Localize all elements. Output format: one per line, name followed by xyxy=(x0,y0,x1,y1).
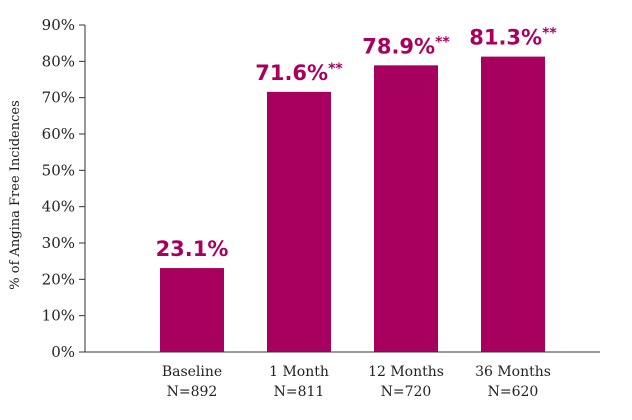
y-tick-label: 10% xyxy=(42,307,75,325)
y-tick-label: 80% xyxy=(42,52,75,70)
data-label: 71.6%** xyxy=(255,61,343,85)
x-tick-sublabel: N=811 xyxy=(274,384,325,400)
data-label: 81.3%** xyxy=(469,26,557,50)
x-tick-sublabel: N=892 xyxy=(167,384,218,400)
bar xyxy=(267,91,331,352)
x-axis: Baseline N=892 1 Month N=811 12 Months N=720 3… xyxy=(85,351,600,400)
y-tick-label: 70% xyxy=(42,89,75,107)
y-tick-label: 60% xyxy=(42,125,75,143)
x-tick-label: 12 Months xyxy=(368,364,444,380)
y-tick-label: 40% xyxy=(42,198,75,216)
x-tick-label: 1 Month xyxy=(269,364,329,380)
x-tick-label: Baseline xyxy=(162,364,222,380)
y-tick-label: 20% xyxy=(42,270,75,288)
y-tick-label: 30% xyxy=(42,234,75,252)
x-tick-label: 36 Months xyxy=(475,364,551,380)
bar xyxy=(481,56,545,353)
y-tick-label: 90% xyxy=(42,16,75,34)
x-tick-sublabel: N=720 xyxy=(381,384,432,400)
data-label: 78.9%** xyxy=(362,34,450,58)
x-tick-sublabel: N=620 xyxy=(488,384,539,400)
bar xyxy=(160,268,224,352)
bar xyxy=(374,65,438,352)
data-label: 23.1% xyxy=(156,237,229,261)
y-axis: 0% 10% 20% 30% 40% 50% 60% 70% 80% 90% xyxy=(42,16,86,361)
bars: 23.1% 71.6%** 78.9%** 81.3%** xyxy=(156,26,557,353)
y-tick-label: 50% xyxy=(42,161,75,179)
y-tick-label: 0% xyxy=(51,343,75,361)
y-axis-label: % of Angina Free Incidences xyxy=(8,100,23,289)
